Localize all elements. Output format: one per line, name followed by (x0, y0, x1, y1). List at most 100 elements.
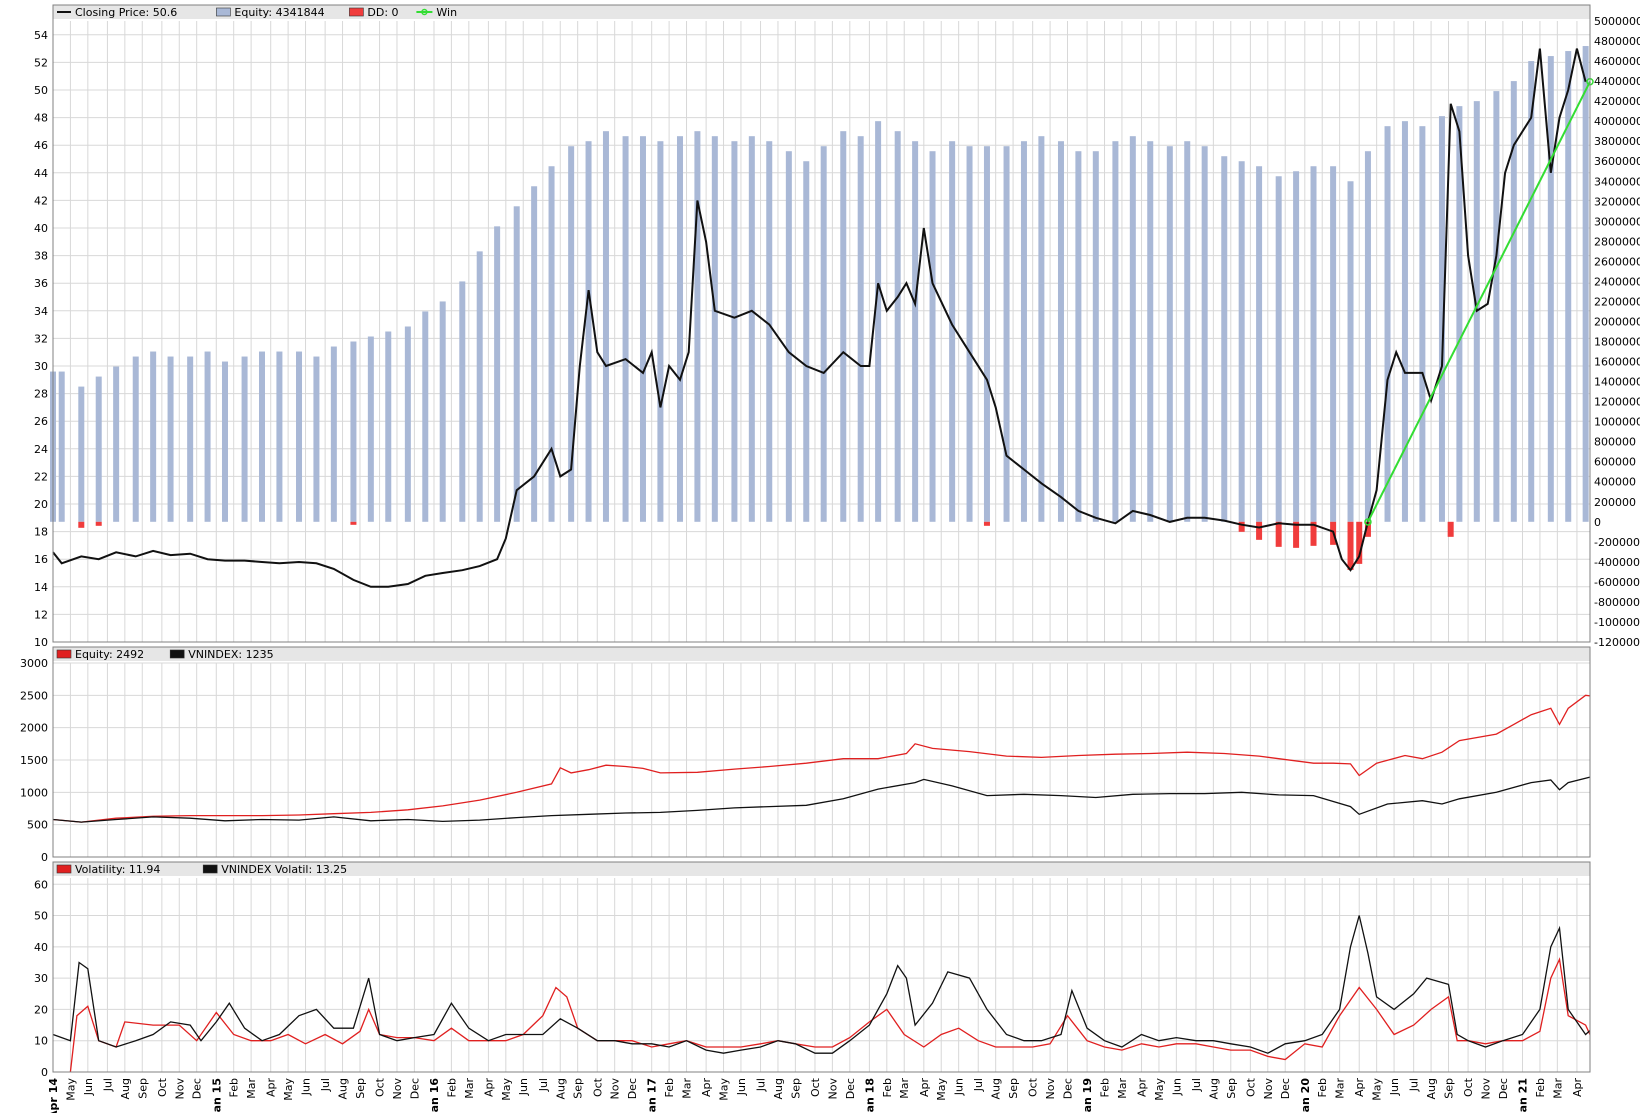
y-tick-label: 3000 (20, 657, 48, 670)
equity-bar (840, 131, 847, 522)
equity-bar (622, 136, 629, 522)
equity-bar (78, 386, 85, 522)
legend-label: VNINDEX Volatil: 13.25 (221, 863, 347, 876)
y-tick-label: 60 (34, 878, 48, 891)
equity-bar (748, 136, 755, 522)
equity-bar (385, 331, 392, 522)
y2-tick-label: 800000 (1594, 436, 1636, 449)
x-tick-label: Sep (572, 1078, 585, 1099)
equity-bar (1510, 81, 1517, 522)
x-tick-label: Aug (990, 1078, 1003, 1099)
equity-bar (966, 146, 973, 522)
x-tick-label: Feb (1316, 1078, 1329, 1097)
drawdown-bar (350, 521, 357, 525)
equity-bar (58, 371, 65, 522)
drawdown-bar (1310, 521, 1317, 546)
equity-bar (1112, 141, 1119, 522)
drawdown-bar (983, 521, 990, 526)
y2-tick-label: 1800000 (1594, 336, 1640, 349)
equity-vs-index-panel: 0 500 1000 1500 2000 2500 3000 Equity: 2492 VNIN… (20, 646, 1591, 864)
equity-bar (459, 281, 466, 522)
equity-bar (820, 146, 827, 522)
win-marker (1364, 518, 1372, 526)
x-tick-label: Feb (228, 1078, 241, 1097)
equity-bar (912, 141, 919, 522)
equity-bar (694, 131, 701, 522)
y2-tick-label: -1000000 (1594, 616, 1640, 629)
x-tick-label: Jan 21 (1517, 1078, 1530, 1113)
equity-bar (494, 226, 501, 522)
x-tick-label: Nov (1044, 1078, 1057, 1100)
x-tick-label: Mar (681, 1078, 694, 1099)
x-tick-label: Oct (591, 1077, 604, 1097)
x-tick-label: Sep (789, 1078, 802, 1099)
y-tick-label: 1500 (20, 754, 48, 767)
equity-bar (1275, 176, 1282, 522)
equity-bar (1456, 106, 1463, 522)
x-tick-label: Nov (826, 1078, 839, 1100)
y2-tick-label: 1200000 (1594, 396, 1640, 409)
equity-bar (313, 356, 320, 522)
y2-tick-label: 2400000 (1594, 275, 1640, 288)
x-tick-label: Jan 18 (863, 1078, 876, 1113)
equity-bar (95, 376, 102, 522)
equity-bar (531, 186, 538, 522)
equity-bar (1057, 141, 1064, 522)
y-tick-label: 28 (34, 388, 48, 401)
x-tick-label: Dec (844, 1078, 857, 1099)
legend-label: VNINDEX: 1235 (188, 648, 273, 661)
legend-strip (53, 862, 1590, 876)
x-tick-label: Feb (1099, 1078, 1112, 1097)
equity-bar (1419, 126, 1426, 522)
equity-bar (422, 311, 429, 522)
x-tick-label: Apr (482, 1078, 495, 1098)
panel-frame (52, 4, 1591, 643)
drawdown-bar (1347, 521, 1354, 570)
x-tick-label: Aug (1207, 1078, 1220, 1099)
drawdown-bar (1238, 521, 1245, 532)
y-tick-label: 16 (34, 553, 48, 566)
y2-tick-label: 2000000 (1594, 315, 1640, 328)
y-tick-label: 48 (34, 112, 48, 125)
equity-bar (350, 341, 357, 522)
legend-label: Win (436, 6, 457, 19)
equity-bar (187, 356, 194, 522)
x-tick-label: Apr (1136, 1078, 1149, 1098)
y-tick-label: 24 (34, 443, 48, 456)
y2-tick-label: 2200000 (1594, 295, 1640, 308)
x-tick-label: Nov (609, 1078, 622, 1100)
win-line (1367, 81, 1591, 523)
x-tick-label: Jul (319, 1078, 332, 1092)
drawdown-bar (1356, 521, 1363, 564)
y2-tick-label: 3800000 (1594, 135, 1640, 148)
drawdown-bar (1293, 521, 1300, 548)
equity-bar (1238, 161, 1245, 522)
x-tick-label: Nov (173, 1078, 186, 1100)
equity-bar (1166, 146, 1173, 522)
x-tick-label: Apr (700, 1078, 713, 1098)
x-tick-label: Jun (1170, 1078, 1183, 1096)
y-tick-label: 44 (34, 167, 48, 180)
series-line-equity (52, 694, 1591, 823)
equity-bar (132, 356, 139, 522)
y-tick-label: 10 (34, 636, 48, 649)
legend-swatch (349, 7, 364, 17)
equity-bar (949, 141, 956, 522)
x-tick-label: Jan 19 (1081, 1078, 1094, 1113)
x-tick-label: Nov (391, 1078, 404, 1100)
y2-tick-label: 4800000 (1594, 35, 1640, 48)
x-tick-label: Jun (1388, 1078, 1401, 1096)
legend-label: Volatility: 11.94 (75, 863, 160, 876)
equity-bar (1038, 136, 1045, 522)
x-tick-label: Aug (119, 1078, 132, 1099)
equity-bar (439, 301, 446, 522)
y2-tick-label: 3600000 (1594, 155, 1640, 168)
y-tick-label: 0 (41, 1066, 48, 1079)
equity-bar (585, 141, 592, 522)
equity-bar (803, 161, 810, 522)
y-tick-label: 46 (34, 139, 48, 152)
x-tick-label: May (718, 1078, 731, 1101)
y-tick-label: 52 (34, 56, 48, 69)
y-tick-label: 10 (34, 1035, 48, 1048)
x-tick-label: Oct (1462, 1077, 1475, 1097)
